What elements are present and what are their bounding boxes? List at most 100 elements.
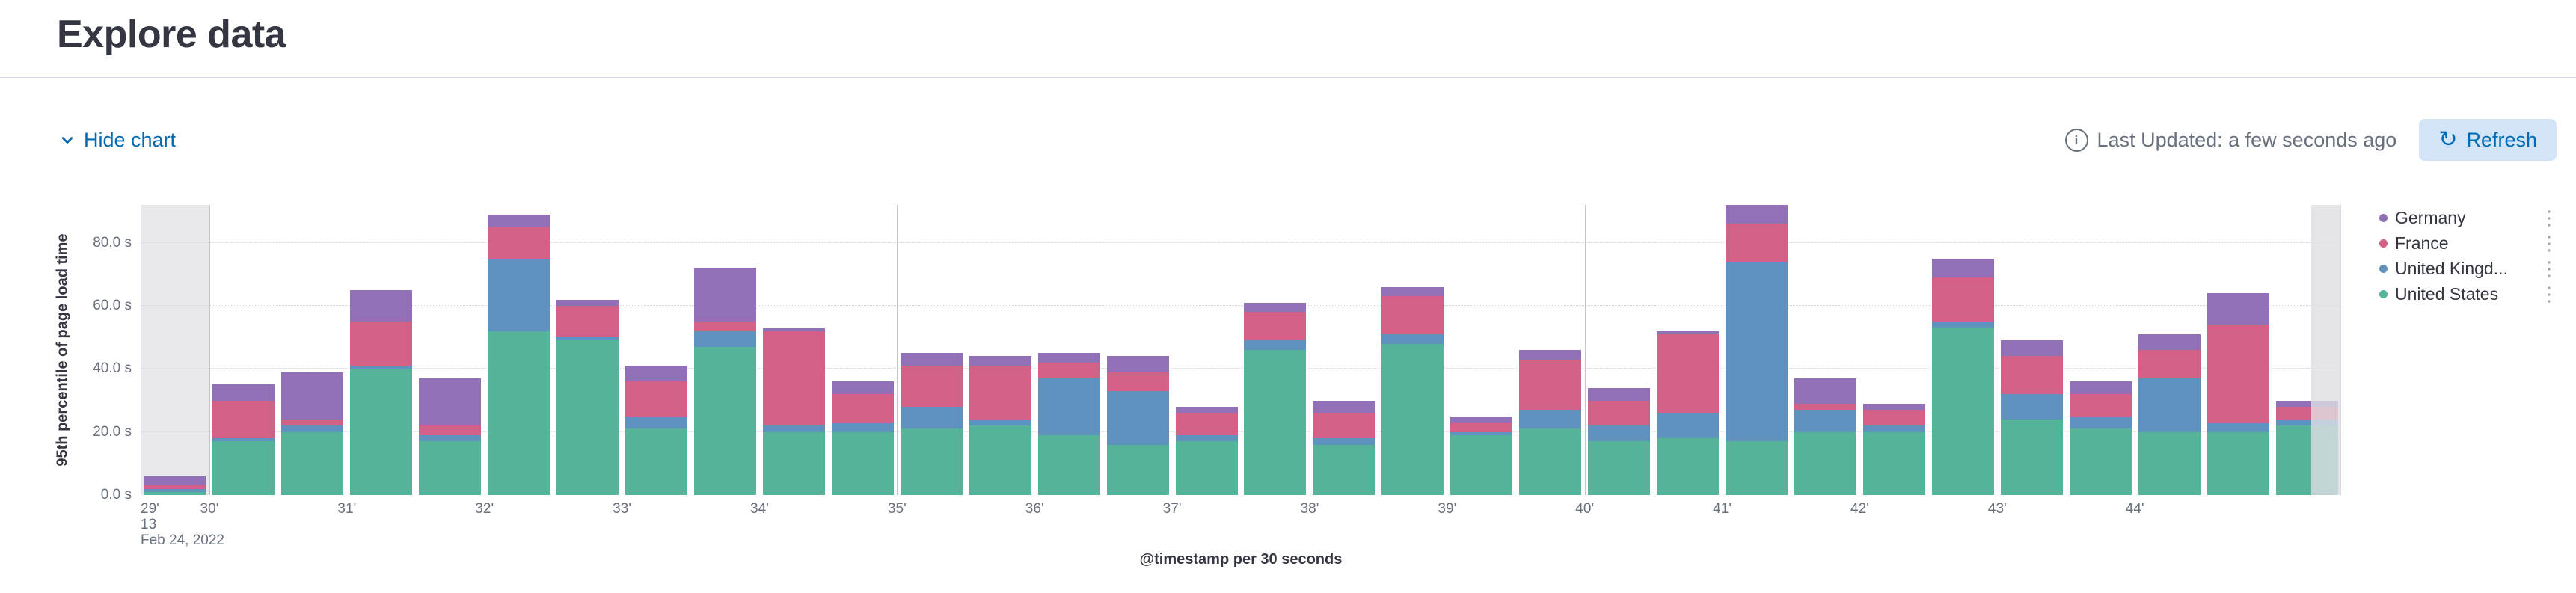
x-axis-title: @timestamp per 30 seconds [1139,551,1343,568]
bar-segment [556,340,619,495]
bar[interactable] [969,356,1031,495]
bar[interactable] [212,384,275,495]
y-gridline [141,368,2341,369]
bar-segment [2207,325,2269,423]
bar-segment [1244,302,1307,313]
bar-segment [2069,394,2132,417]
legend-item-france[interactable]: France ⋮ [2379,230,2560,256]
bar-segment [969,425,1031,495]
bar[interactable] [762,328,825,495]
bar-segment [900,428,963,495]
legend-menu-button[interactable]: ⋮ [2539,257,2559,280]
bar[interactable] [2000,340,2063,495]
bar-segment [350,289,413,322]
bar-segment [1726,205,1788,224]
bar[interactable] [1450,416,1513,495]
bar[interactable] [2138,334,2201,495]
x-tick-label: 43' [1987,501,2007,517]
legend-menu-button[interactable]: ⋮ [2539,232,2559,254]
bar-segment [1450,434,1513,495]
bar[interactable] [144,476,206,495]
bar-segment [2138,431,2201,495]
bar[interactable] [831,381,894,495]
bar[interactable] [1175,406,1238,495]
bar-segment [2207,431,2269,495]
bar[interactable] [1726,205,1788,495]
x-tick-label: 40' [1575,501,1595,517]
legend-label: United Kingd... [2395,258,2508,278]
bar[interactable] [1588,387,1651,495]
bar-segment [281,372,344,420]
x-gridline [1584,205,1586,495]
bar[interactable] [1381,286,1444,495]
legend-item-germany[interactable]: Germany ⋮ [2379,205,2560,230]
bar[interactable] [2207,293,2269,495]
bar-segment [144,485,206,489]
bar-segment [1588,400,1651,426]
bar-segment [212,400,275,439]
bar-segment [900,366,963,407]
bar-segment [969,366,1031,420]
hide-chart-toggle[interactable]: Hide chart [57,129,176,152]
bar-segment [831,394,894,423]
legend-label: France [2395,233,2449,253]
bar-segment [281,419,344,426]
bar[interactable] [1037,353,1100,495]
legend-menu-button[interactable]: ⋮ [2539,206,2559,229]
bar-segment [1794,378,1856,404]
bar-segment [212,438,275,442]
x-tick-label: 37' [1162,501,1182,517]
bar-segment [762,425,825,432]
bar[interactable] [1313,400,1376,495]
plot-area [141,205,2341,495]
bar-segment [762,328,825,331]
bar[interactable] [1862,403,1925,495]
bar-segment [1726,224,1788,262]
bar-segment [1726,441,1788,495]
bar[interactable] [1244,302,1307,495]
bar[interactable] [1519,350,1582,495]
bar-segment [1794,410,1856,432]
bar-segment [1037,353,1100,363]
bar-segment [831,423,894,432]
bar-segment [1175,406,1238,414]
bar[interactable] [281,372,344,495]
bar-segment [144,476,206,486]
bar[interactable] [1794,378,1856,495]
legend-menu-button[interactable]: ⋮ [2539,283,2559,305]
chevron-down-icon [61,137,73,144]
bar-segment [1931,258,1994,278]
bar-segment [693,268,756,322]
bar-segment [1381,296,1444,334]
bar-segment [1931,322,1994,328]
legend-label: Germany [2395,207,2466,227]
bar[interactable] [1106,356,1169,495]
bar[interactable] [900,353,963,495]
x-tick-label: 42' [1850,501,1869,517]
bar-segment [1106,372,1169,391]
bar[interactable] [693,268,756,495]
legend-item-united-states[interactable]: United States ⋮ [2379,281,2560,307]
bar[interactable] [556,299,619,495]
bar[interactable] [2069,381,2132,495]
refresh-button[interactable]: ↻ Refresh [2419,119,2557,161]
bar-segment [1106,444,1169,495]
x-gridline [897,205,898,495]
y-tick-label: 0.0 s [100,487,132,503]
bar-segment [350,369,413,495]
bar[interactable] [419,378,482,495]
bar-segment [556,305,619,338]
bar-segment [762,431,825,495]
x-tick-label: 41' [1713,501,1732,517]
y-gridline [141,304,2341,306]
bar[interactable] [1931,258,1994,495]
bar-segment [1313,413,1376,439]
bar[interactable] [1657,331,1720,495]
legend-item-united-kingd[interactable]: United Kingd... ⋮ [2379,256,2560,281]
bar[interactable] [350,289,413,495]
bar-segment [900,353,963,366]
bar[interactable] [488,214,551,495]
bar[interactable] [625,366,688,495]
refresh-button-label: Refresh [2466,128,2537,151]
